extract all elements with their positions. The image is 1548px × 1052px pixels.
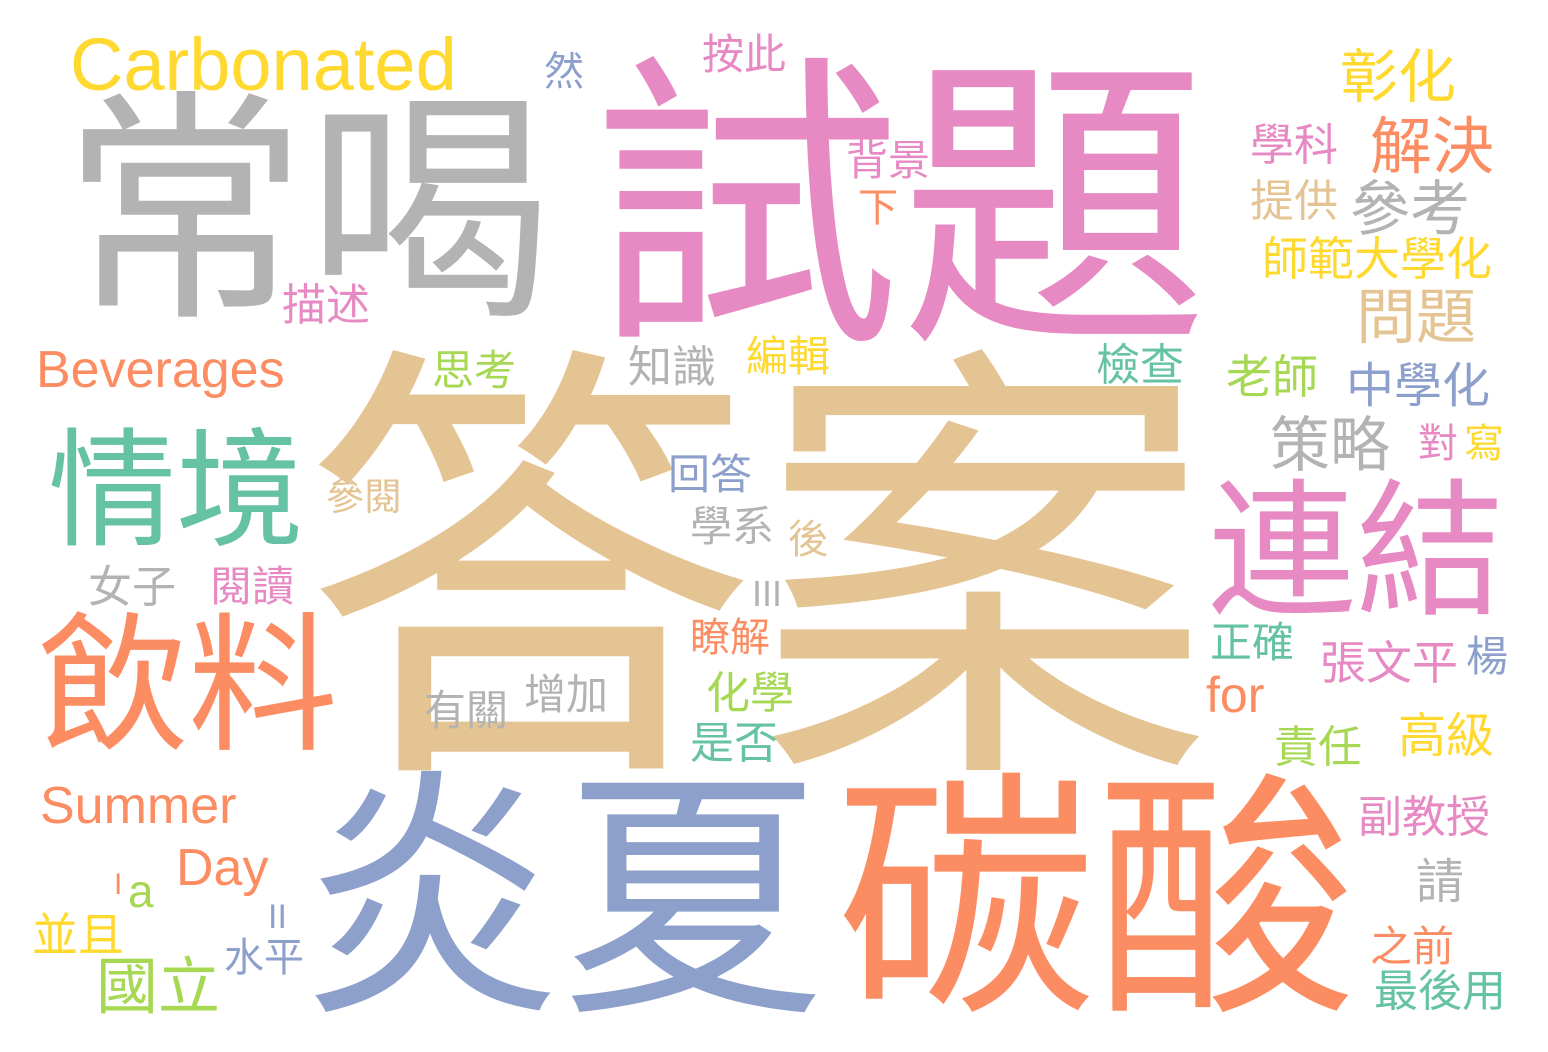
word-xia: 下 xyxy=(858,185,898,231)
word-sikao: 思考 xyxy=(432,346,517,395)
word-shiti: 試題 xyxy=(592,30,1208,389)
word-i: I xyxy=(114,868,123,901)
word-xuexi: 學系 xyxy=(690,502,775,551)
word-nvzi: 女子 xyxy=(88,562,176,613)
word-wenti: 問題 xyxy=(1356,283,1476,353)
word-miaoshu: 描述 xyxy=(282,280,370,331)
word-dui: 對 xyxy=(1418,421,1458,467)
word-fujiaoshou: 副教授 xyxy=(1358,792,1490,843)
word-carbonated: Carbonated xyxy=(70,23,457,106)
word-bingqie: 並且 xyxy=(32,908,124,962)
word-celue: 策略 xyxy=(1270,411,1390,481)
word-yang: 楊 xyxy=(1466,632,1509,681)
word-bianji: 編輯 xyxy=(746,332,831,381)
word-huaxue: 化學 xyxy=(706,668,794,719)
word-qingjing: 情境 xyxy=(48,417,305,566)
word-for: for xyxy=(1206,667,1265,723)
word-qing: 請 xyxy=(1416,854,1465,910)
word-zeren: 責任 xyxy=(1274,722,1362,773)
word-zhangwenping: 張文平 xyxy=(1320,636,1458,690)
word-a: a xyxy=(128,865,154,917)
word-shifan: 師範大學化 xyxy=(1262,232,1492,286)
word-beverages: Beverages xyxy=(36,341,285,399)
word-jiancha: 檢查 xyxy=(1096,340,1184,391)
word-youguan: 有關 xyxy=(424,686,509,735)
word-zhengque: 正確 xyxy=(1210,618,1295,667)
word-yanxia: 炎夏 xyxy=(300,748,824,1052)
word-yinliao: 飲料 xyxy=(38,600,339,774)
word-canyue: 參閱 xyxy=(326,475,403,519)
word-gaoji: 高級 xyxy=(1398,708,1495,764)
word-tigong: 提供 xyxy=(1250,176,1338,227)
word-zhishi: 知識 xyxy=(628,342,716,393)
word-lianjie: 連結 xyxy=(1208,466,1504,638)
word-shuiping: 水平 xyxy=(224,935,304,981)
word-huida: 回答 xyxy=(668,450,753,499)
word-jiejue: 解決 xyxy=(1370,110,1495,183)
word-yuedu: 閱讀 xyxy=(210,562,295,611)
word-anci: 按此 xyxy=(702,30,787,79)
word-summer: Summer xyxy=(40,777,237,835)
word-hou: 後 xyxy=(788,517,828,563)
word-zhiqian: 之前 xyxy=(1370,922,1455,971)
word-cankao: 參考 xyxy=(1350,175,1470,245)
word-ran: 然 xyxy=(544,49,584,95)
word-zhongxue: 中學化 xyxy=(1346,358,1491,414)
word-iii: III xyxy=(752,573,783,614)
word-laoshi: 老師 xyxy=(1226,350,1318,404)
word-tansuan: 碳酸 xyxy=(836,751,1356,1052)
word-beijing: 背景 xyxy=(846,136,931,185)
word-zengjia: 增加 xyxy=(524,670,609,719)
word-xueke: 學科 xyxy=(1250,120,1338,171)
word-liaojie: 瞭解 xyxy=(690,615,770,661)
word-zhanghua: 彰化 xyxy=(1340,43,1457,111)
word-guoli: 國立 xyxy=(96,950,221,1023)
word-daan: 答案 xyxy=(302,313,1212,842)
word-zuihouyong: 最後用 xyxy=(1374,966,1506,1017)
word-changhe: 常喝 xyxy=(62,70,552,355)
word-xie: 寫 xyxy=(1464,421,1504,467)
word-day: Day xyxy=(176,839,269,897)
word-ii: II xyxy=(268,898,287,936)
word-shifou: 是否 xyxy=(690,718,778,769)
